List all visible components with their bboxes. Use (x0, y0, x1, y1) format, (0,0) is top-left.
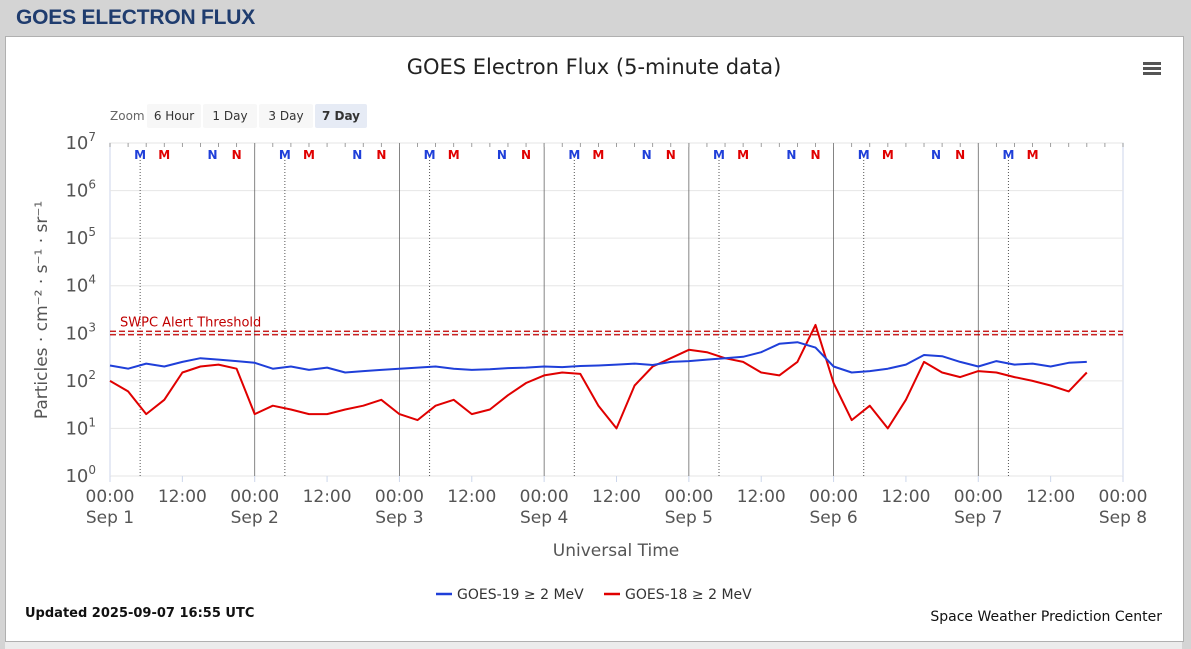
x-tick-time: 00:00 (1099, 487, 1148, 507)
svg-text:7 Day: 7 Day (322, 109, 360, 123)
day-lines (254, 143, 979, 476)
zoom-label: Zoom (110, 109, 145, 123)
marker-label-m: M (592, 148, 604, 162)
marker-label-n: N (810, 148, 820, 162)
marker-label-m: M (1002, 148, 1014, 162)
marker-label-m: M (1027, 148, 1039, 162)
hamburger-menu-icon[interactable] (1143, 62, 1161, 75)
marker-label-m: M (134, 148, 146, 162)
x-tick-time: 12:00 (447, 487, 496, 507)
zoom-button-3-day[interactable]: 3 Day (259, 104, 313, 128)
marker-label-m: M (882, 148, 894, 162)
legend-label: GOES-19 ≥ 2 MeV (457, 587, 584, 603)
x-tick-time: 00:00 (664, 487, 713, 507)
y-axis-ticks: 100 101 102 103 104 105 106 107 (65, 130, 96, 487)
y-tick-label: 100 (65, 463, 96, 487)
plot-area (109, 142, 1124, 477)
x-tick-time: 00:00 (520, 487, 569, 507)
y-tick-label: 105 (65, 225, 96, 249)
x-tick-date: Sep 2 (231, 508, 279, 528)
credit-text: Space Weather Prediction Center (930, 609, 1162, 625)
x-tick-date: Sep 6 (809, 508, 857, 528)
x-tick-time: 12:00 (158, 487, 207, 507)
marker-label-m: M (448, 148, 460, 162)
series-lines (109, 323, 1088, 430)
marker-label-n: N (931, 148, 941, 162)
marker-label-m: M (303, 148, 315, 162)
zoom-buttons: 6 Hour 1 Day 3 Day 7 Day (147, 104, 367, 128)
page-title: GOES ELECTRON FLUX (16, 6, 256, 29)
marker-label-n: N (352, 148, 362, 162)
marker-label-m: M (858, 148, 870, 162)
x-tick-date: Sep 8 (1099, 508, 1147, 528)
legend: GOES-19 ≥ 2 MeV GOES-18 ≥ 2 MeV (436, 587, 752, 603)
bottom-strip (5, 641, 1182, 649)
x-tick-time: 12:00 (881, 487, 930, 507)
marker-label-n: N (955, 148, 965, 162)
marker-label-n: N (521, 148, 531, 162)
y-tick-label: 101 (65, 415, 96, 439)
x-tick-time: 12:00 (737, 487, 786, 507)
x-tick-date: Sep 4 (520, 508, 568, 528)
series-line-1 (109, 323, 1088, 430)
updated-timestamp: Updated 2025-09-07 16:55 UTC (25, 606, 254, 621)
x-tick-time: 00:00 (954, 487, 1003, 507)
page-header: GOES ELECTRON FLUX (0, 0, 1191, 34)
marker-label-n: N (232, 148, 242, 162)
zoom-button-6-hour[interactable]: 6 Hour (147, 104, 201, 128)
marker-label-m: M (737, 148, 749, 162)
marker-label-n: N (497, 148, 507, 162)
marker-label-n: N (207, 148, 217, 162)
legend-item[interactable]: GOES-19 ≥ 2 MeV (436, 587, 584, 603)
marker-label-m: M (568, 148, 580, 162)
x-axis-title: Universal Time (553, 541, 679, 561)
marker-label-n: N (666, 148, 676, 162)
zoom-button-7-day[interactable]: 7 Day (315, 104, 367, 128)
marker-lines (109, 143, 1124, 476)
x-tick-date: Sep 7 (954, 508, 1002, 528)
legend-label: GOES-18 ≥ 2 MeV (625, 587, 752, 603)
y-tick-label: 103 (65, 320, 96, 344)
x-tick-date: Sep 1 (86, 508, 134, 528)
marker-label-m: M (158, 148, 170, 162)
y-tick-label: 106 (65, 178, 96, 202)
marker-label-n: N (786, 148, 796, 162)
x-tick-time: 12:00 (303, 487, 352, 507)
legend-item[interactable]: GOES-18 ≥ 2 MeV (604, 587, 752, 603)
x-tick-date: Sep 5 (665, 508, 713, 528)
gridlines (110, 142, 1123, 477)
marker-label-m: M (424, 148, 436, 162)
x-tick-time: 00:00 (809, 487, 858, 507)
svg-text:1 Day: 1 Day (212, 109, 247, 123)
series-line-0 (109, 341, 1087, 374)
marker-label-m: M (713, 148, 725, 162)
svg-text:6 Hour: 6 Hour (154, 109, 194, 123)
chart-title: GOES Electron Flux (5-minute data) (407, 55, 782, 79)
y-axis-title: Particles · cm⁻² · s⁻¹ · sr⁻¹ (32, 201, 52, 419)
x-tick-date: Sep 3 (375, 508, 423, 528)
y-tick-label: 107 (65, 130, 96, 154)
threshold-label: SWPC Alert Threshold (120, 315, 261, 330)
svg-text:3 Day: 3 Day (268, 109, 303, 123)
x-tick-time: 12:00 (1026, 487, 1075, 507)
x-tick-time: 00:00 (230, 487, 279, 507)
y-tick-label: 102 (65, 368, 96, 392)
x-tick-time: 00:00 (375, 487, 424, 507)
zoom-button-1-day[interactable]: 1 Day (203, 104, 257, 128)
marker-label-n: N (376, 148, 386, 162)
x-tick-time: 00:00 (86, 487, 135, 507)
x-tick-time: 12:00 (592, 487, 641, 507)
marker-label-m: M (279, 148, 291, 162)
y-tick-label: 104 (65, 273, 96, 297)
marker-label-n: N (642, 148, 652, 162)
